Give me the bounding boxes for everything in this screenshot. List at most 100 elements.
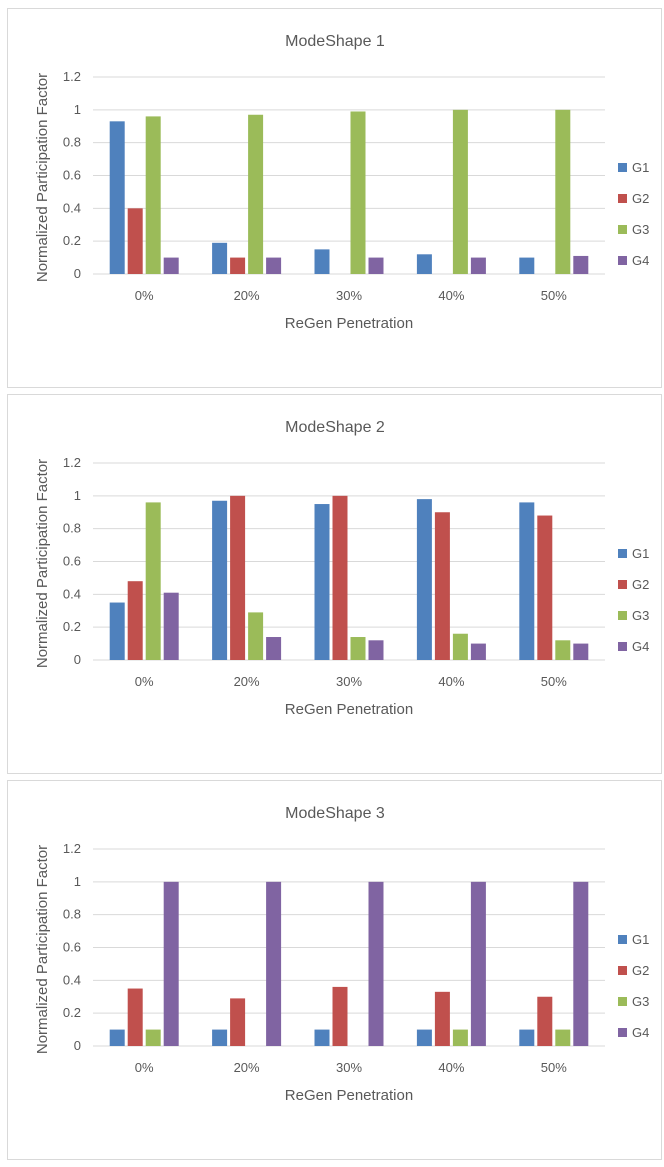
legend-swatch-g1 [618,549,627,558]
y-tick-label: 0 [74,652,81,667]
bar-g4-0pct [163,592,179,660]
bar-g2-40pct [434,512,450,660]
y-axis-label: Normalized Participation Factor [34,845,51,1054]
legend-label-g3: G3 [632,222,649,237]
x-tick-label: 20% [234,674,260,689]
bar-g2-40pct [434,991,450,1046]
chart-svg-2: ModeShape 2 0 0.2 0.4 0.6 0.8 1 1.2 Normalized P… [34,419,649,718]
bar-g1-30pct [314,1029,330,1046]
chart-panel-2: ModeShape 2 0 0.2 0.4 0.6 0.8 1 1.2 Normalized P… [7,394,662,774]
bar-g2-0pct [127,988,143,1046]
legend-swatch-g4 [618,642,627,651]
y-tick-label: 0.4 [63,972,81,987]
bar-g4-30pct [368,881,384,1046]
x-tick-label: 30% [336,288,362,303]
x-tick-label: 30% [336,1060,362,1075]
bar-g3-40pct [452,633,468,660]
bar-g1-40pct [416,1029,432,1046]
y-tick-label: 0.8 [63,135,81,150]
legend-swatch-g3 [618,997,627,1006]
bar-g1-0pct [109,602,125,660]
bar-g1-0pct [109,1029,125,1046]
bar-g4-20pct [266,881,282,1046]
y-tick-label: 0 [74,266,81,281]
bar-g1-50pct [519,1029,535,1046]
bar-g3-50pct [555,1029,571,1046]
legend-swatch-g3 [618,611,627,620]
y-tick-label: 0.6 [63,168,81,183]
bar-g1-20pct [212,242,228,274]
bar-g2-0pct [127,581,143,660]
x-tick-label: 20% [234,288,260,303]
y-tick-label: 1 [74,102,81,117]
chart-svg-3: ModeShape 3 0 0.2 0.4 0.6 0.8 1 1.2 Normalized P… [34,805,649,1104]
bar-g3-40pct [452,109,468,274]
legend-swatch-g3 [618,225,627,234]
bar-g1-50pct [519,502,535,660]
bar-g3-50pct [555,109,571,274]
x-tick-label: 40% [438,288,464,303]
bar-g3-0pct [145,502,161,660]
bar-g3-0pct [145,116,161,275]
legend-label-g2: G2 [632,577,649,592]
bar-g1-20pct [212,1029,228,1046]
legend-swatch-g2 [618,966,627,975]
legend-swatch-g4 [618,256,627,265]
bar-g1-40pct [416,254,432,274]
chart-panel-3: ModeShape 3 0 0.2 0.4 0.6 0.8 1 1.2 Normalized P… [7,780,662,1160]
x-tick-label: 40% [438,674,464,689]
bar-g4-40pct [470,643,486,660]
bar-g1-50pct [519,257,535,274]
bar-g3-0pct [145,1029,161,1046]
chart-svg-1: ModeShape 1 0 0.2 0.4 0.6 0.8 1 1.2 Normalized P… [34,33,649,332]
x-tick-label: 50% [541,288,567,303]
bar-g1-30pct [314,249,330,274]
bar-g4-20pct [266,257,282,274]
legend-label-g2: G2 [632,963,649,978]
y-tick-label: 0.2 [63,619,81,634]
legend-label-g1: G1 [632,160,649,175]
x-axis-label: ReGen Penetration [285,315,413,332]
bar-g3-30pct [350,111,366,274]
legend-label-g2: G2 [632,191,649,206]
y-tick-label: 1 [74,874,81,889]
chart-title: ModeShape 1 [285,33,385,50]
bar-g3-20pct [248,114,264,274]
x-tick-label: 50% [541,1060,567,1075]
bar-g2-50pct [537,996,553,1046]
chart-panel-1: ModeShape 1 0 0.2 0.4 0.6 0.8 1 1.2 Normalized P… [7,8,662,388]
x-tick-label: 0% [135,288,154,303]
bar-g1-30pct [314,504,330,660]
y-tick-label: 0.6 [63,554,81,569]
bar-g2-30pct [332,986,348,1046]
y-tick-label: 0.4 [63,586,81,601]
y-tick-label: 0.2 [63,1005,81,1020]
bar-g3-30pct [350,637,366,660]
chart-title: ModeShape 3 [285,805,385,822]
y-tick-label: 1.2 [63,841,81,856]
y-tick-label: 0.4 [63,200,81,215]
legend-label-g1: G1 [632,932,649,947]
bar-g4-50pct [573,255,589,274]
legend-swatch-g1 [618,935,627,944]
bar-g2-20pct [230,495,246,660]
y-tick-label: 0.8 [63,907,81,922]
bar-g2-20pct [230,257,246,274]
bar-g2-30pct [332,495,348,660]
y-tick-label: 1.2 [63,455,81,470]
bar-g2-20pct [230,998,246,1046]
bar-g4-0pct [163,257,179,274]
legend-swatch-g2 [618,194,627,203]
bar-g2-50pct [537,515,553,660]
legend-swatch-g2 [618,580,627,589]
y-tick-label: 0.8 [63,521,81,536]
legend-label-g3: G3 [632,608,649,623]
x-tick-label: 30% [336,674,362,689]
bar-g3-40pct [452,1029,468,1046]
x-tick-label: 0% [135,674,154,689]
bar-g3-50pct [555,640,571,660]
x-axis-label: ReGen Penetration [285,1087,413,1104]
bar-g2-0pct [127,208,143,274]
bar-g1-40pct [416,499,432,660]
bar-g4-20pct [266,637,282,660]
